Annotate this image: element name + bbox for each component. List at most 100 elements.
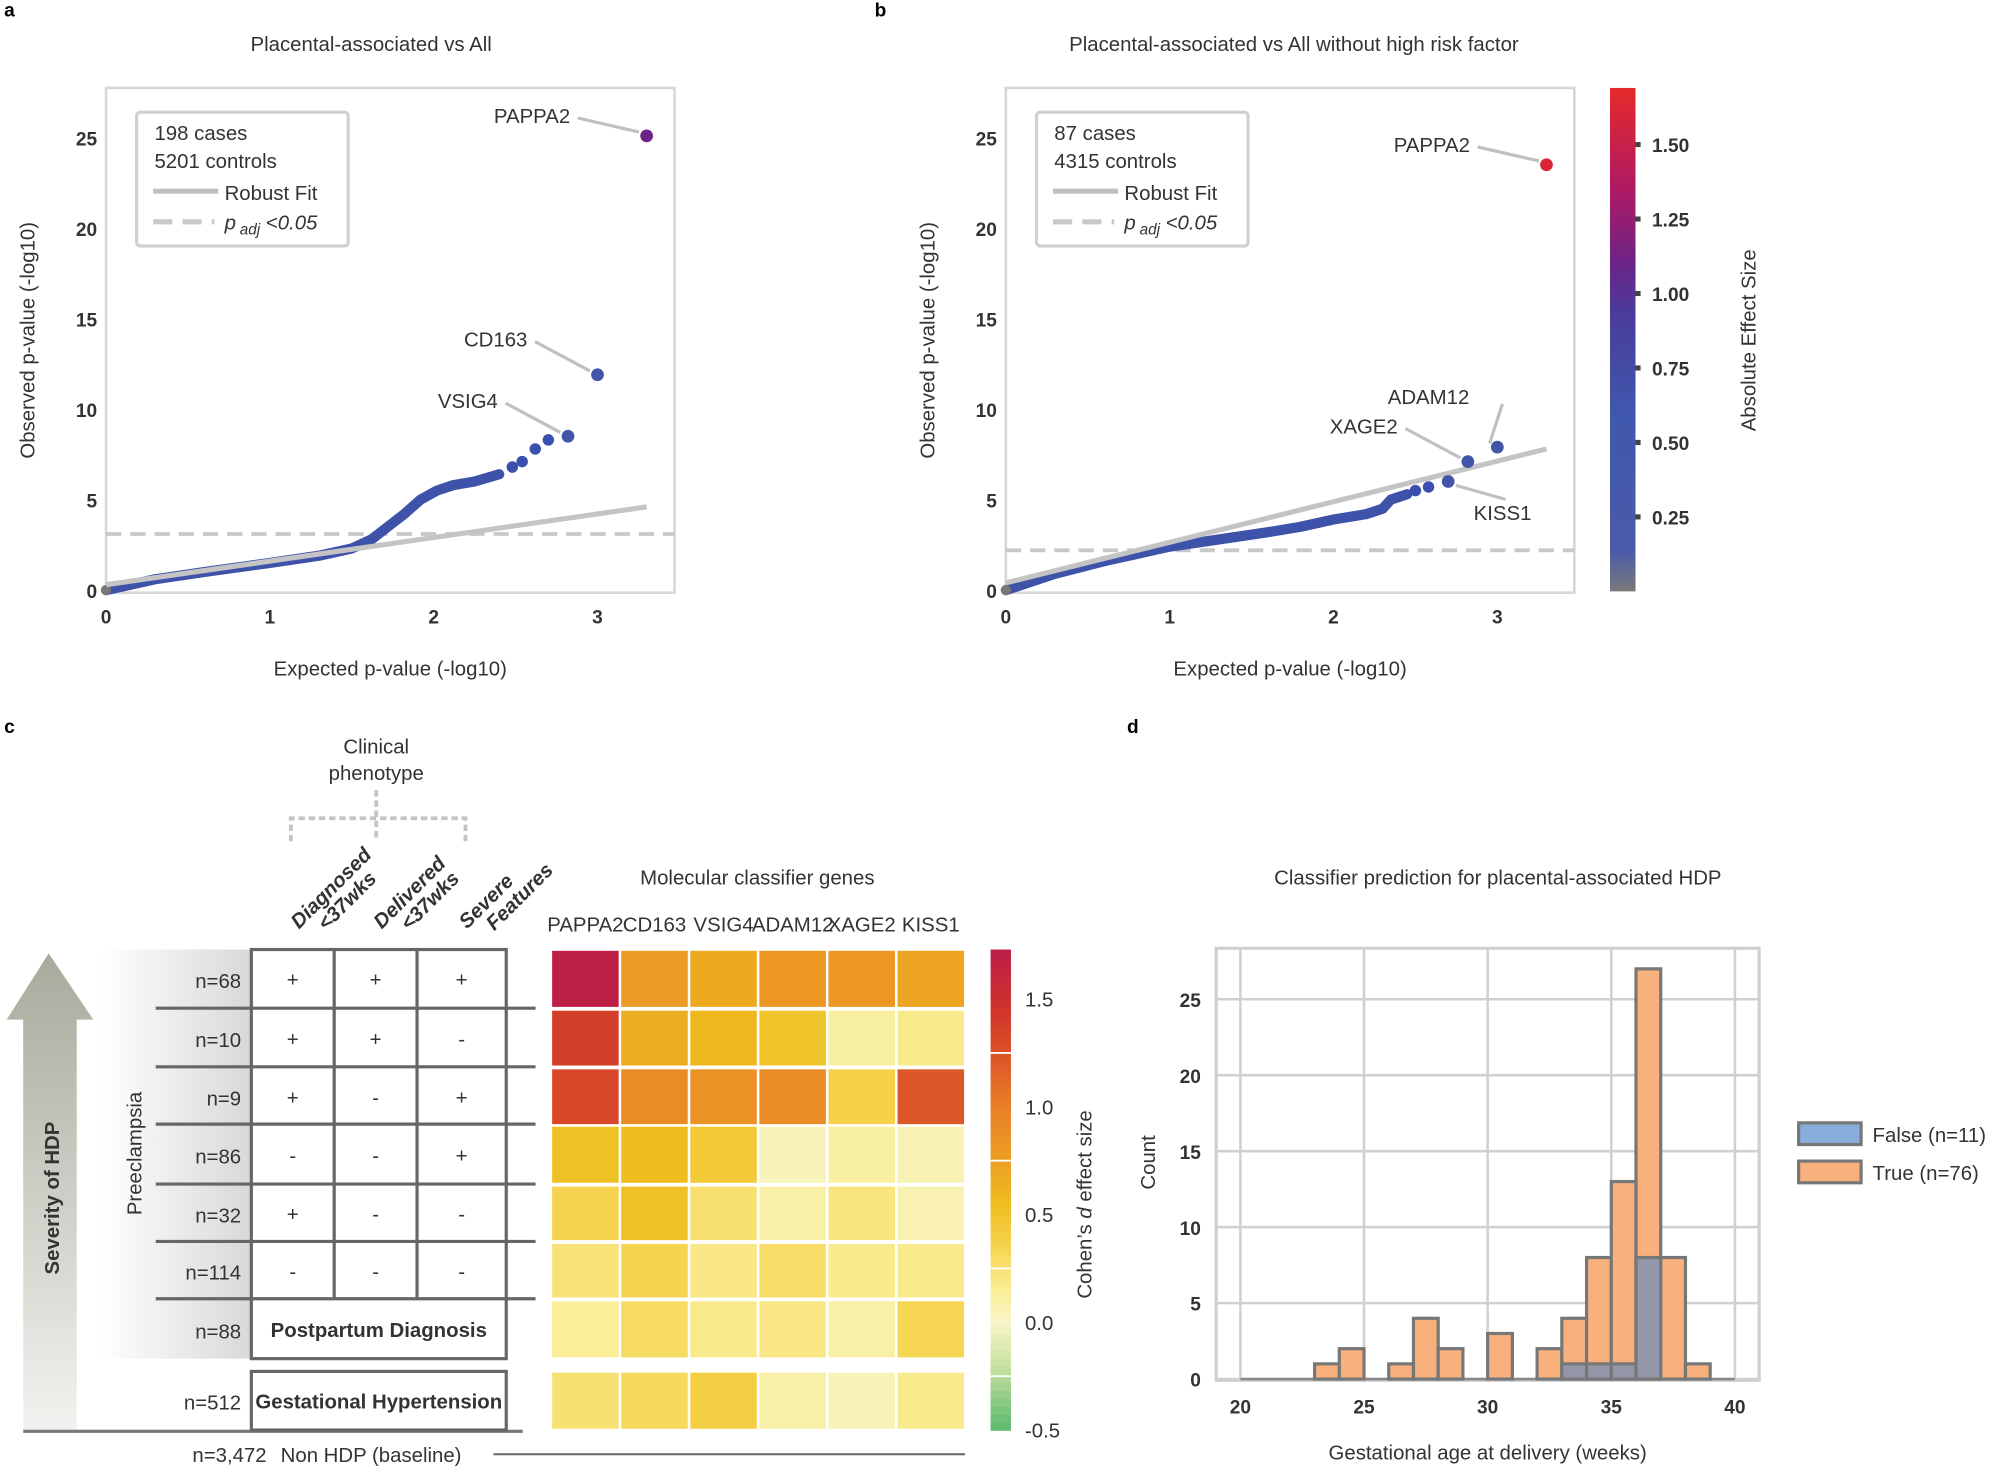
heatmap-cell bbox=[552, 1010, 619, 1066]
colorbar-segment bbox=[990, 1389, 1011, 1399]
heatmap-cell bbox=[759, 1126, 826, 1183]
labeled-point-pappa2 bbox=[640, 129, 654, 143]
gene-label: PAPPA2 bbox=[494, 106, 570, 128]
colorbar-label-part: Cohen’s bbox=[1074, 1219, 1096, 1299]
colorbar-segment bbox=[990, 1133, 1011, 1143]
legend-threshold-label: p adj <0.05 bbox=[224, 212, 318, 238]
row-count-label: n=88 bbox=[195, 1321, 241, 1343]
legend-threshold-label: p adj <0.05 bbox=[1123, 212, 1217, 238]
colorbar-segment bbox=[990, 949, 1011, 959]
colorbar-label: Cohen’s d effect size bbox=[1074, 1110, 1096, 1298]
phenotype-mark: + bbox=[456, 1145, 468, 1167]
heatmap-cell bbox=[690, 1186, 757, 1241]
y-tick-label: 0 bbox=[986, 582, 997, 603]
colorbar-label-d: d bbox=[1074, 1207, 1096, 1219]
legend-cases: 198 cases bbox=[154, 123, 247, 145]
legend-label-true: True (n=76) bbox=[1873, 1163, 1979, 1185]
p-symbol: p bbox=[1123, 212, 1135, 234]
heatmap-cell bbox=[621, 1301, 688, 1358]
colorbar-segment bbox=[990, 1237, 1011, 1247]
colorbar-segment bbox=[990, 1365, 1011, 1375]
histogram-bar-true bbox=[1535, 1347, 1564, 1381]
row-count-label: n=114 bbox=[185, 1263, 241, 1285]
gestational-hypertension-label: Gestational Hypertension bbox=[255, 1391, 502, 1413]
heatmap-cell bbox=[828, 1372, 895, 1429]
y-tick-label: 20 bbox=[1180, 1067, 1201, 1088]
heatmap-cell bbox=[690, 1126, 757, 1183]
label-leader-line bbox=[504, 401, 562, 434]
labeled-point-vsig4 bbox=[561, 429, 575, 443]
x-tick-label: 2 bbox=[428, 607, 439, 628]
colorbar-segment bbox=[990, 1373, 1011, 1383]
heatmap-cell bbox=[552, 1126, 619, 1183]
heatmap-cell bbox=[690, 1372, 757, 1429]
y-tick-label: 0 bbox=[86, 582, 97, 603]
clinical-phenotype-title-2: phenotype bbox=[329, 763, 424, 785]
colorbar-segment bbox=[990, 1181, 1011, 1191]
colorbar-segment bbox=[990, 1109, 1011, 1119]
label-leader-line bbox=[1477, 145, 1540, 163]
colorbar-tick-label: 0.5 bbox=[1025, 1205, 1053, 1227]
heatmap-cell bbox=[828, 1186, 895, 1241]
legend bbox=[135, 110, 350, 248]
colorbar-segment bbox=[990, 1157, 1011, 1167]
colorbar-segment bbox=[990, 1085, 1011, 1095]
histogram-bar-false bbox=[1634, 1255, 1663, 1381]
row-count-label: n=86 bbox=[195, 1147, 241, 1169]
heatmap-cell bbox=[897, 1301, 965, 1358]
qq-point bbox=[506, 461, 519, 473]
heatmap-cell bbox=[759, 950, 826, 1007]
y-axis-label: Observed p-value (-log10) bbox=[917, 222, 939, 459]
colorbar-segment bbox=[990, 1053, 1011, 1063]
heatmap-cell bbox=[690, 1243, 757, 1298]
heatmap-cell bbox=[690, 950, 757, 1007]
histogram-bar-true bbox=[1683, 1362, 1712, 1381]
robust-fit-line bbox=[1005, 446, 1548, 586]
heatmap-cell bbox=[690, 1301, 757, 1358]
histogram-bar-true bbox=[1337, 1347, 1366, 1381]
baseline-label: Non HDP (baseline) bbox=[281, 1445, 462, 1467]
histogram-bar-true bbox=[1486, 1331, 1514, 1381]
x-axis-label: Gestational age at delivery (weeks) bbox=[1329, 1442, 1647, 1464]
gene-column-label: XAGE2 bbox=[828, 915, 896, 937]
colorbar-tick bbox=[1635, 141, 1641, 148]
histogram-bar-false bbox=[1584, 1362, 1613, 1381]
heatmap-cell bbox=[759, 1301, 826, 1358]
qq-point bbox=[1409, 484, 1422, 497]
phenotype-mark: + bbox=[456, 1087, 468, 1109]
threshold-value: <0.05 bbox=[260, 212, 318, 234]
heatmap-cell bbox=[759, 1186, 826, 1241]
row-count-label: n=512 bbox=[184, 1393, 241, 1415]
phenotype-mark: - bbox=[372, 1145, 379, 1167]
heatmap-cell bbox=[759, 1243, 826, 1298]
effect-size-colorbar bbox=[1610, 87, 1636, 592]
heatmap-cell bbox=[759, 1010, 826, 1066]
phenotype-mark: + bbox=[370, 969, 382, 991]
y-axis-label: Observed p-value (-log10) bbox=[18, 222, 40, 459]
labeled-point-xage2 bbox=[1461, 455, 1475, 468]
histogram-bar-true bbox=[1584, 1255, 1613, 1381]
colorbar-segment bbox=[990, 1189, 1011, 1199]
colorbar-segment bbox=[990, 1205, 1011, 1215]
phenotype-mark: - bbox=[372, 1261, 379, 1283]
legend bbox=[1797, 1121, 1863, 1185]
preeclampsia-band bbox=[99, 949, 253, 1359]
phenotype-bracket bbox=[288, 790, 468, 842]
legend-fit-label: Robust Fit bbox=[225, 183, 318, 205]
heatmap-cell bbox=[828, 1243, 895, 1298]
colorbar-tick-label: 1.50 bbox=[1652, 136, 1689, 157]
row-count-label: n=10 bbox=[195, 1030, 241, 1052]
colorbar-segment bbox=[990, 1197, 1011, 1207]
histogram-bar-true bbox=[1411, 1316, 1440, 1381]
x-tick-label: 40 bbox=[1724, 1397, 1745, 1418]
colorbar-segment bbox=[990, 957, 1011, 967]
label-leader-line bbox=[534, 340, 591, 373]
y-tick-label: 10 bbox=[976, 401, 997, 422]
heatmap-cell bbox=[828, 1010, 895, 1066]
colorbar-segment bbox=[990, 1069, 1011, 1079]
phenotype-mark: - bbox=[458, 1029, 465, 1051]
heatmap-cell bbox=[828, 1069, 895, 1125]
colorbar-segment bbox=[990, 1029, 1011, 1039]
colorbar-label-part: effect size bbox=[1074, 1110, 1096, 1207]
x-tick-label: 0 bbox=[1001, 607, 1012, 628]
